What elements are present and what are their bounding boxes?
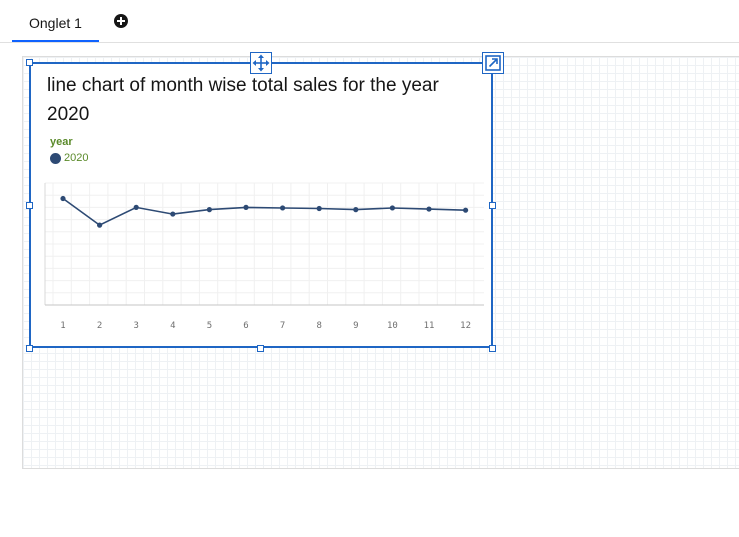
data-point-month-7 (280, 205, 286, 211)
x-tick-label-12: 12 (460, 321, 471, 331)
data-point-month-5 (206, 207, 212, 213)
x-tick-label-8: 8 (316, 321, 321, 331)
x-tick-label-7: 7 (280, 321, 285, 331)
resize-handle-bottom-left[interactable] (26, 345, 33, 352)
series-line-2020 (62, 197, 466, 227)
x-tick-label-2: 2 (97, 321, 102, 331)
legend-swatch (50, 153, 61, 164)
x-tick-label-9: 9 (353, 321, 358, 331)
data-point-month-3 (133, 204, 139, 210)
resize-handle-bottom-right[interactable] (489, 345, 496, 352)
x-tick-label-11: 11 (424, 321, 435, 331)
data-point-month-10 (389, 205, 395, 211)
x-tick-label-10: 10 (387, 321, 398, 331)
resize-handle-right[interactable] (489, 202, 496, 209)
data-point-month-4 (170, 211, 176, 217)
tab-bar: Onglet 1 (0, 0, 739, 43)
x-tick-label-4: 4 (170, 321, 175, 331)
data-point-month-12 (463, 207, 469, 213)
chart-title: line chart of month wise total sales for… (47, 75, 439, 125)
plus-circle-icon[interactable] (113, 13, 129, 29)
expand-icon[interactable] (482, 52, 504, 74)
tab-onglet-1[interactable]: Onglet 1 (12, 8, 99, 42)
legend-label: 2020 (64, 152, 89, 164)
move-arrows-icon[interactable] (250, 52, 272, 74)
x-tick-label-6: 6 (243, 321, 248, 331)
data-point-month-8 (316, 205, 322, 212)
data-point-month-2 (97, 222, 103, 228)
tab-label: Onglet 1 (29, 15, 82, 31)
resize-handle-left[interactable] (26, 202, 33, 209)
x-tick-label-5: 5 (207, 321, 212, 331)
resize-handle-bottom[interactable] (257, 345, 264, 352)
legend-title: year (50, 136, 73, 148)
resize-handle-top-left[interactable] (26, 59, 33, 66)
data-point-month-1 (60, 195, 66, 202)
data-point-month-9 (353, 207, 359, 213)
x-tick-label-1: 1 (60, 321, 65, 331)
data-point-month-6 (243, 204, 249, 210)
data-point-month-11 (426, 206, 432, 212)
x-tick-label-3: 3 (133, 321, 138, 331)
